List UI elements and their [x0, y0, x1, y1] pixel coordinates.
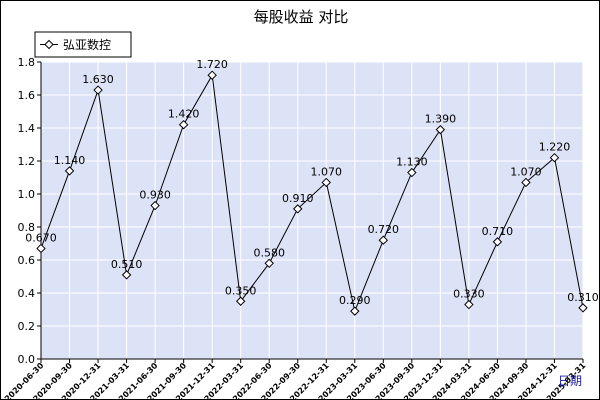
data-point-marker — [64, 166, 75, 176]
data-label: 0.580 — [253, 246, 285, 259]
data-point-marker — [293, 204, 303, 214]
data-label: 0.710 — [482, 225, 514, 238]
data-point-marker — [464, 299, 474, 310]
data-point-marker — [150, 200, 160, 211]
data-label: 0.720 — [368, 223, 400, 236]
y-tick-label: 1.0 — [18, 188, 36, 201]
data-point-marker — [521, 177, 531, 188]
y-tick-label: 0.4 — [18, 287, 36, 300]
data-point-marker — [178, 119, 189, 130]
data-label: 1.220 — [539, 141, 571, 154]
data-label: 0.310 — [567, 291, 599, 304]
data-label: 0.670 — [25, 231, 57, 244]
data-label: 0.910 — [282, 192, 314, 205]
data-point-marker — [435, 124, 446, 135]
data-label: 0.930 — [139, 189, 171, 202]
y-tick-label: 1.4 — [18, 122, 36, 135]
y-tick-label: 1.2 — [18, 155, 36, 168]
legend-entry-label: 弘亚数控 — [63, 37, 111, 52]
data-label: 1.130 — [396, 156, 428, 169]
data-label: 0.290 — [339, 294, 371, 307]
y-tick-label: 0.0 — [18, 353, 36, 366]
legend-diamond-marker-icon — [44, 39, 54, 50]
y-tick-label: 0.8 — [18, 221, 36, 234]
y-tick-label: 1.6 — [18, 89, 36, 102]
data-label: 0.330 — [453, 288, 485, 301]
y-tick-label: 1.8 — [18, 56, 36, 69]
data-point-marker — [207, 70, 217, 80]
data-point-marker — [36, 243, 46, 254]
data-point-marker — [121, 270, 132, 280]
chart-title: 每股收益 对比 — [254, 8, 349, 26]
data-point-marker — [578, 303, 588, 313]
data-point-marker — [350, 306, 360, 316]
data-label: 1.390 — [425, 113, 457, 126]
data-label: 1.720 — [196, 58, 228, 71]
y-tick-label: 0.6 — [18, 254, 36, 267]
plot-background — [41, 62, 583, 359]
data-point-marker — [549, 152, 560, 163]
data-point-marker — [264, 258, 274, 269]
y-tick-label: 0.2 — [18, 320, 36, 333]
x-axis-label: 日期 — [558, 374, 582, 388]
data-label: 1.070 — [510, 165, 542, 178]
data-point-marker — [407, 167, 417, 178]
data-label: 0.510 — [111, 258, 143, 271]
data-point-marker — [235, 296, 246, 306]
series-line — [40, 73, 584, 313]
data-label: 1.140 — [54, 154, 86, 167]
data-label: 1.070 — [311, 165, 343, 178]
legend: 弘亚数控 — [34, 31, 132, 58]
data-point-marker — [492, 237, 503, 247]
plot-area: 0.00.20.40.60.81.01.21.41.61.82020-06-30… — [3, 56, 599, 399]
data-label: 1.420 — [168, 108, 200, 121]
data-point-marker — [321, 177, 331, 188]
data-point-marker — [93, 85, 103, 95]
data-label: 1.630 — [82, 73, 114, 86]
data-point-marker — [378, 235, 389, 245]
data-label: 0.350 — [225, 284, 257, 297]
